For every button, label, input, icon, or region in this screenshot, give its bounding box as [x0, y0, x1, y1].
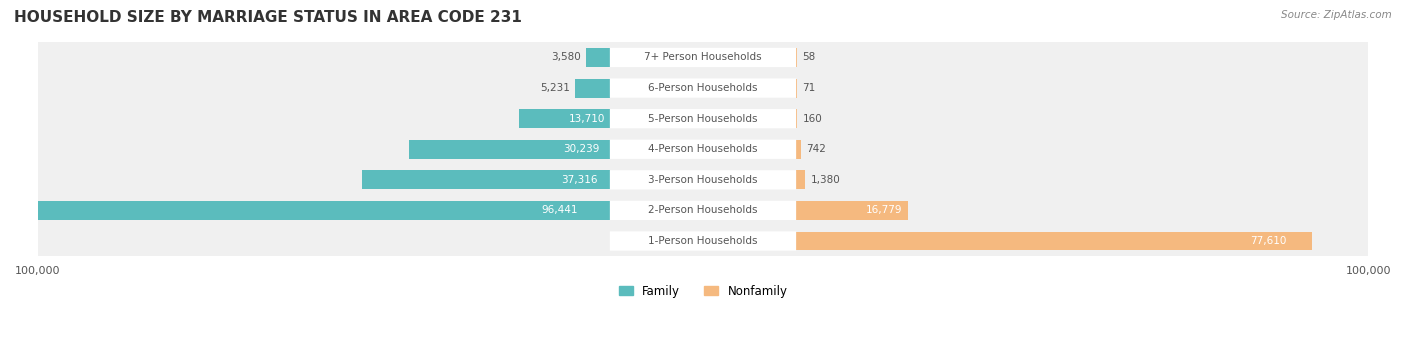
FancyBboxPatch shape	[610, 48, 796, 67]
Bar	[38, 42, 1368, 73]
Text: 4-Person Households: 4-Person Households	[648, 144, 758, 154]
Text: 71: 71	[801, 83, 815, 93]
Text: 30,239: 30,239	[564, 144, 600, 154]
Text: 2-Person Households: 2-Person Households	[648, 205, 758, 216]
Bar	[409, 140, 610, 159]
FancyBboxPatch shape	[610, 79, 796, 98]
Text: 1,380: 1,380	[811, 175, 841, 185]
Bar	[361, 170, 610, 189]
Bar	[575, 79, 610, 98]
FancyBboxPatch shape	[610, 201, 796, 220]
Bar	[519, 109, 610, 128]
Text: 37,316: 37,316	[561, 175, 598, 185]
Text: 58: 58	[801, 52, 815, 63]
Text: 96,441: 96,441	[541, 205, 578, 216]
Text: 3,580: 3,580	[551, 52, 581, 63]
Text: 5-Person Households: 5-Person Households	[648, 114, 758, 124]
FancyBboxPatch shape	[610, 170, 796, 189]
Text: 7+ Person Households: 7+ Person Households	[644, 52, 762, 63]
Bar	[0, 201, 610, 220]
Bar	[38, 73, 1368, 103]
Text: HOUSEHOLD SIZE BY MARRIAGE STATUS IN AREA CODE 231: HOUSEHOLD SIZE BY MARRIAGE STATUS IN ARE…	[14, 10, 522, 25]
Bar	[796, 201, 908, 220]
Text: 160: 160	[803, 114, 823, 124]
Text: 13,710: 13,710	[569, 114, 606, 124]
Bar	[38, 165, 1368, 195]
Bar	[796, 140, 801, 159]
Text: 742: 742	[807, 144, 827, 154]
Bar	[586, 48, 610, 67]
Text: 5,231: 5,231	[540, 83, 569, 93]
Bar	[38, 103, 1368, 134]
Text: 16,779: 16,779	[866, 205, 903, 216]
Bar	[796, 232, 1312, 251]
Bar	[796, 170, 806, 189]
Bar	[38, 134, 1368, 165]
FancyBboxPatch shape	[610, 232, 796, 251]
Text: 3-Person Households: 3-Person Households	[648, 175, 758, 185]
FancyBboxPatch shape	[610, 140, 796, 159]
Legend: Family, Nonfamily: Family, Nonfamily	[619, 285, 787, 298]
Bar	[38, 195, 1368, 226]
Text: 1-Person Households: 1-Person Households	[648, 236, 758, 246]
Text: Source: ZipAtlas.com: Source: ZipAtlas.com	[1281, 10, 1392, 20]
Bar	[38, 226, 1368, 256]
Text: 6-Person Households: 6-Person Households	[648, 83, 758, 93]
FancyBboxPatch shape	[610, 109, 796, 128]
Text: 77,610: 77,610	[1250, 236, 1286, 246]
